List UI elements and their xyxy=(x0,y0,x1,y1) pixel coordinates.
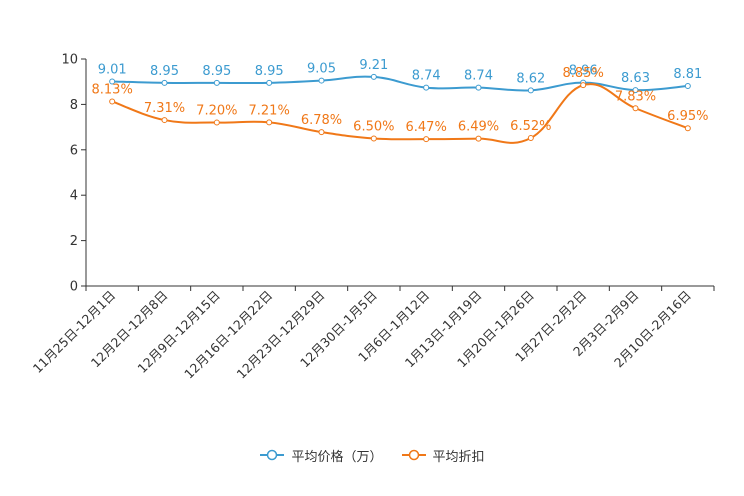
data-point-avg-price xyxy=(632,87,639,94)
data-label-avg-discount: 7.21% xyxy=(249,103,290,118)
legend-swatch-avg-discount xyxy=(401,449,426,461)
data-label-avg-price: 8.95 xyxy=(255,64,284,79)
data-label-avg-discount: 6.95% xyxy=(667,109,708,124)
data-point-avg-discount xyxy=(266,119,273,126)
data-point-avg-price xyxy=(475,84,482,91)
data-label-avg-discount: 7.31% xyxy=(144,101,185,116)
data-point-avg-price xyxy=(266,79,273,86)
data-label-avg-price: 8.63 xyxy=(621,71,650,86)
data-point-avg-price xyxy=(213,79,220,86)
data-label-avg-discount: 7.83% xyxy=(615,89,656,104)
data-point-avg-price xyxy=(161,79,168,86)
data-label-avg-price: 9.01 xyxy=(98,62,127,77)
y-tick-label: 6 xyxy=(70,143,78,158)
data-point-avg-price xyxy=(527,87,534,94)
data-label-avg-discount: 6.50% xyxy=(353,119,394,134)
legend-label-avg-price: 平均价格（万） xyxy=(291,449,383,465)
data-point-avg-price xyxy=(109,78,116,85)
data-point-avg-price xyxy=(423,84,430,91)
y-tick-label: 2 xyxy=(70,234,78,249)
data-point-avg-discount xyxy=(684,125,691,132)
x-category-label: 12月23日-12月29日 xyxy=(233,288,327,382)
data-label-avg-price: 9.05 xyxy=(307,62,336,77)
data-label-avg-discount: 6.49% xyxy=(458,120,499,135)
data-point-avg-discount xyxy=(213,119,220,126)
y-tick-label: 4 xyxy=(70,189,78,204)
data-label-avg-price: 8.74 xyxy=(412,69,441,84)
data-point-avg-discount xyxy=(423,136,430,143)
data-label-avg-price: 9.21 xyxy=(359,58,388,73)
line-chart: 024681011月25日-12月1日12月2日-12月8日12月9日-12月1… xyxy=(30,53,715,382)
data-label-avg-discount: 6.47% xyxy=(406,120,447,135)
data-label-avg-price: 8.95 xyxy=(150,64,179,79)
data-label-avg-discount: 8.13% xyxy=(92,82,133,97)
y-tick-label: 10 xyxy=(61,53,78,68)
legend-item-avg-discount[interactable]: 平均折扣 xyxy=(401,446,485,465)
data-point-avg-discount xyxy=(318,129,325,136)
data-point-avg-price xyxy=(684,83,691,90)
data-point-avg-discount xyxy=(109,98,116,105)
x-category-label: 12月16日-12月22日 xyxy=(181,288,275,382)
data-label-avg-price: 8.81 xyxy=(673,67,702,82)
legend-item-avg-price[interactable]: 平均价格（万） xyxy=(259,446,383,465)
legend-label-avg-discount: 平均折扣 xyxy=(432,449,485,465)
data-label-avg-discount: 6.52% xyxy=(510,119,551,134)
data-label-avg-discount: 8.85% xyxy=(563,66,604,81)
data-point-avg-discount xyxy=(161,117,168,124)
data-label-avg-discount: 7.20% xyxy=(196,104,237,119)
legend: 平均价格（万） 平均折扣 xyxy=(0,444,744,466)
y-tick-label: 0 xyxy=(70,280,78,295)
legend-swatch-avg-price xyxy=(260,449,285,461)
series-line-avg-price xyxy=(112,75,688,92)
data-point-avg-discount xyxy=(632,105,639,112)
data-label-avg-price: 8.74 xyxy=(464,69,493,84)
data-point-avg-discount xyxy=(475,135,482,142)
data-label-avg-discount: 6.78% xyxy=(301,113,342,128)
data-label-avg-price: 8.62 xyxy=(516,71,545,86)
data-point-avg-price xyxy=(370,73,377,80)
y-tick-label: 8 xyxy=(70,98,78,113)
data-point-avg-discount xyxy=(580,82,587,89)
data-label-avg-price: 8.96 xyxy=(569,64,598,79)
data-label-avg-price: 8.95 xyxy=(202,64,231,79)
data-point-avg-discount xyxy=(527,134,534,141)
data-point-avg-discount xyxy=(370,135,377,142)
data-point-avg-price xyxy=(318,77,325,84)
